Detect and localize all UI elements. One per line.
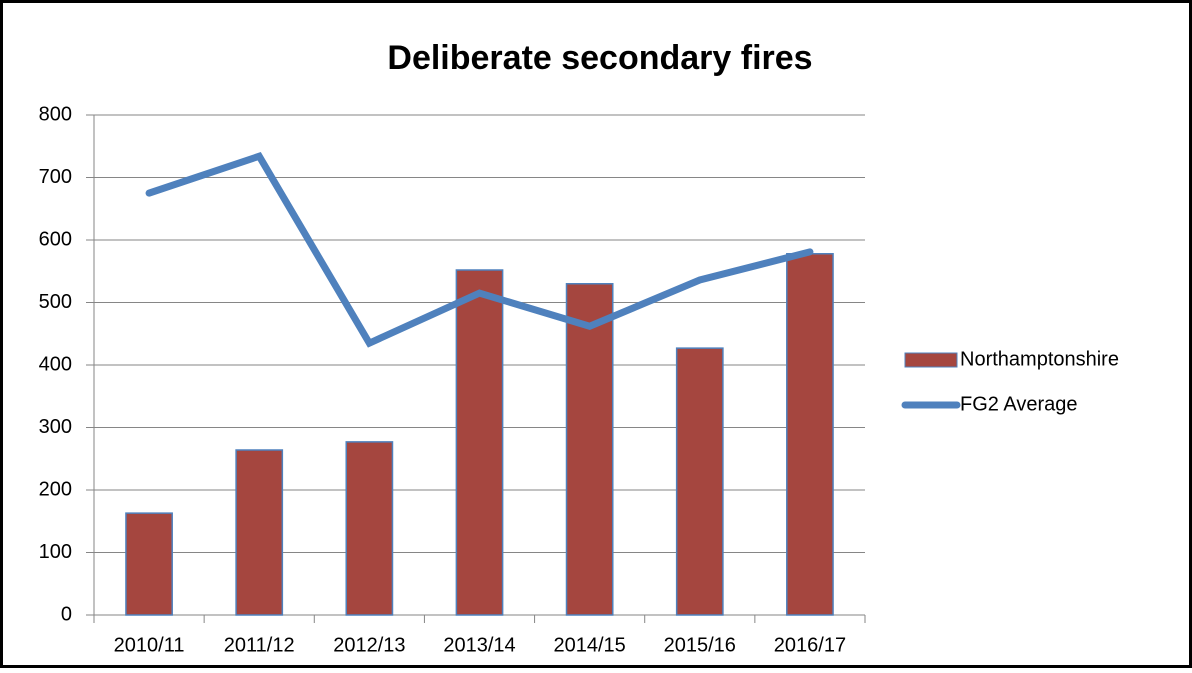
bar [455,269,504,616]
bar [786,253,834,616]
bar [235,449,284,616]
x-tick-label: 2013/14 [443,634,515,656]
line [145,152,814,348]
x-tick-label: 2012/13 [333,634,405,656]
y-tick-label: 700 [39,166,72,188]
bar [565,283,614,616]
x-tick-label: 2010/11 [114,634,185,656]
y-tick-label: 400 [39,353,72,375]
bar [345,441,394,616]
y-tick-label: 800 [39,103,72,125]
x-tick-label: 2011/12 [224,634,295,656]
bar [125,512,173,616]
x-tick-label: 2015/16 [664,634,736,656]
y-tick-label: 100 [39,541,72,563]
chart-title: Deliberate secondary fires [387,39,812,77]
y-tick-label: 200 [39,478,72,500]
legend-swatch [904,352,958,368]
x-tick-label: 2016/17 [774,634,846,656]
legend-label: Northamptonshire [960,348,1119,370]
x-tick-label: 2014/15 [553,634,625,656]
legend-label: FG2 Average [960,393,1077,415]
y-tick-label: 0 [61,603,72,625]
y-tick-label: 500 [39,291,72,313]
y-tick-label: 300 [39,416,72,438]
y-tick-label: 600 [39,228,72,250]
bar [675,347,724,616]
